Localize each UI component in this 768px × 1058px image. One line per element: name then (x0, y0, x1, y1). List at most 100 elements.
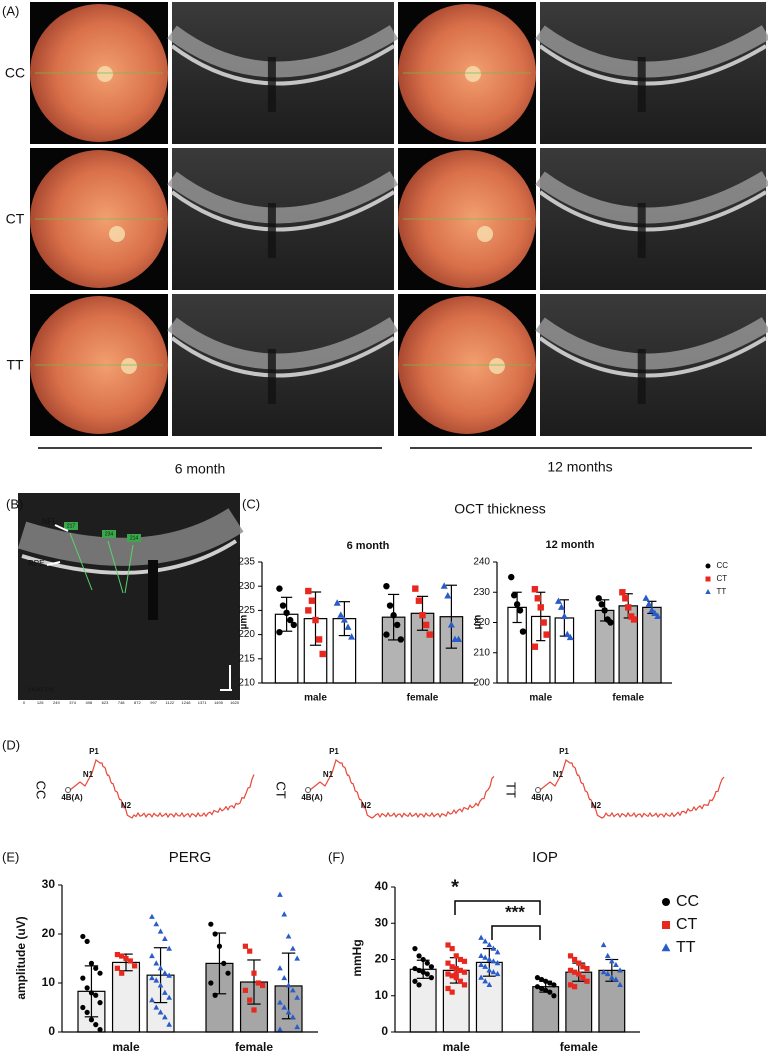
data-point (416, 967, 422, 973)
peak-label: P1 (329, 747, 339, 756)
data-point (285, 982, 292, 988)
data-point (119, 970, 125, 976)
measure-line (107, 540, 124, 594)
data-point (598, 601, 605, 608)
data-point (162, 970, 168, 976)
data-point (290, 1014, 296, 1020)
data-point (225, 970, 231, 976)
data-point (251, 1007, 257, 1013)
data-point (478, 952, 484, 958)
panel-title: OCT thickness (454, 501, 546, 517)
retina-band (167, 317, 399, 370)
measure-line (124, 544, 134, 594)
data-point (540, 619, 547, 626)
data-point (461, 969, 468, 975)
y-tick-label: 220 (238, 629, 255, 640)
data-point (547, 989, 553, 995)
data-point (457, 956, 463, 963)
data-point (251, 970, 257, 976)
data-point (457, 967, 463, 973)
data-point (212, 931, 218, 937)
data-point (80, 975, 86, 981)
data-point (260, 982, 266, 989)
data-point (277, 891, 283, 897)
data-point (166, 1021, 173, 1027)
data-point (424, 971, 430, 977)
data-point (294, 1023, 301, 1030)
measure-line (69, 532, 93, 591)
data-point (494, 960, 501, 966)
data-point (305, 607, 312, 614)
chart-title: IOP (532, 849, 558, 866)
chart-title: 12 month (546, 539, 595, 551)
legend-label: CC (717, 561, 729, 570)
data-point (93, 965, 99, 971)
y-axis-label: µm (239, 615, 250, 630)
data-point (453, 975, 459, 981)
data-point (416, 953, 422, 959)
marker-dot (305, 787, 311, 793)
data-point (584, 978, 590, 984)
period-label: 12 months (547, 459, 612, 475)
data-point (157, 965, 164, 971)
data-point (543, 978, 549, 984)
data-point (153, 1004, 160, 1010)
data-point (294, 955, 301, 961)
optic-disc (477, 226, 493, 242)
optic-nerve (267, 57, 276, 112)
data-point (608, 974, 615, 980)
data-point (461, 982, 468, 988)
peak-label: N2 (591, 801, 602, 810)
retina-band (167, 25, 399, 78)
data-point (315, 636, 323, 643)
marker-label: 4B(A) (531, 793, 553, 802)
panel-label: (E) (2, 849, 19, 864)
data-point (162, 1014, 168, 1020)
data-point (153, 960, 160, 966)
data-point (551, 993, 557, 999)
marker-dot (65, 787, 71, 793)
data-point (290, 621, 298, 629)
data-point (123, 955, 129, 962)
data-point (572, 956, 578, 963)
image-tick-label: 1371 (198, 700, 208, 705)
data-point (84, 1009, 90, 1016)
data-point (648, 606, 656, 613)
row-label: CC (34, 781, 49, 800)
data-point (208, 980, 214, 986)
data-point (386, 602, 394, 609)
data-point (453, 953, 459, 959)
data-point (290, 945, 296, 951)
data-point (428, 964, 435, 970)
retina-band (535, 171, 768, 224)
data-point (576, 960, 582, 966)
legend-label: CT (717, 574, 728, 583)
data-point (415, 597, 423, 604)
image-tick-label: 1620 (230, 700, 240, 705)
data-point (88, 960, 95, 967)
data-point (478, 934, 484, 940)
data-point (567, 967, 574, 973)
data-point (166, 945, 173, 951)
rpe-band (170, 44, 396, 86)
data-point (534, 984, 541, 990)
x-tick-label: male (443, 1040, 471, 1054)
data-point (420, 969, 426, 975)
data-point (166, 972, 173, 978)
optic-disc (109, 226, 125, 242)
peak-label: N1 (553, 770, 564, 779)
data-point (221, 960, 227, 967)
data-point (285, 933, 292, 939)
data-point (80, 933, 86, 940)
data-point (608, 958, 615, 964)
data-point (88, 990, 95, 996)
data-point (277, 999, 283, 1005)
data-point (281, 911, 288, 917)
image-tick-label: 249 (53, 700, 60, 705)
data-point (482, 963, 489, 969)
panel-label: (B) (6, 496, 23, 511)
data-point (445, 960, 451, 966)
layer-label: NFL (42, 517, 58, 526)
data-point (114, 951, 120, 958)
data-point (445, 985, 451, 992)
